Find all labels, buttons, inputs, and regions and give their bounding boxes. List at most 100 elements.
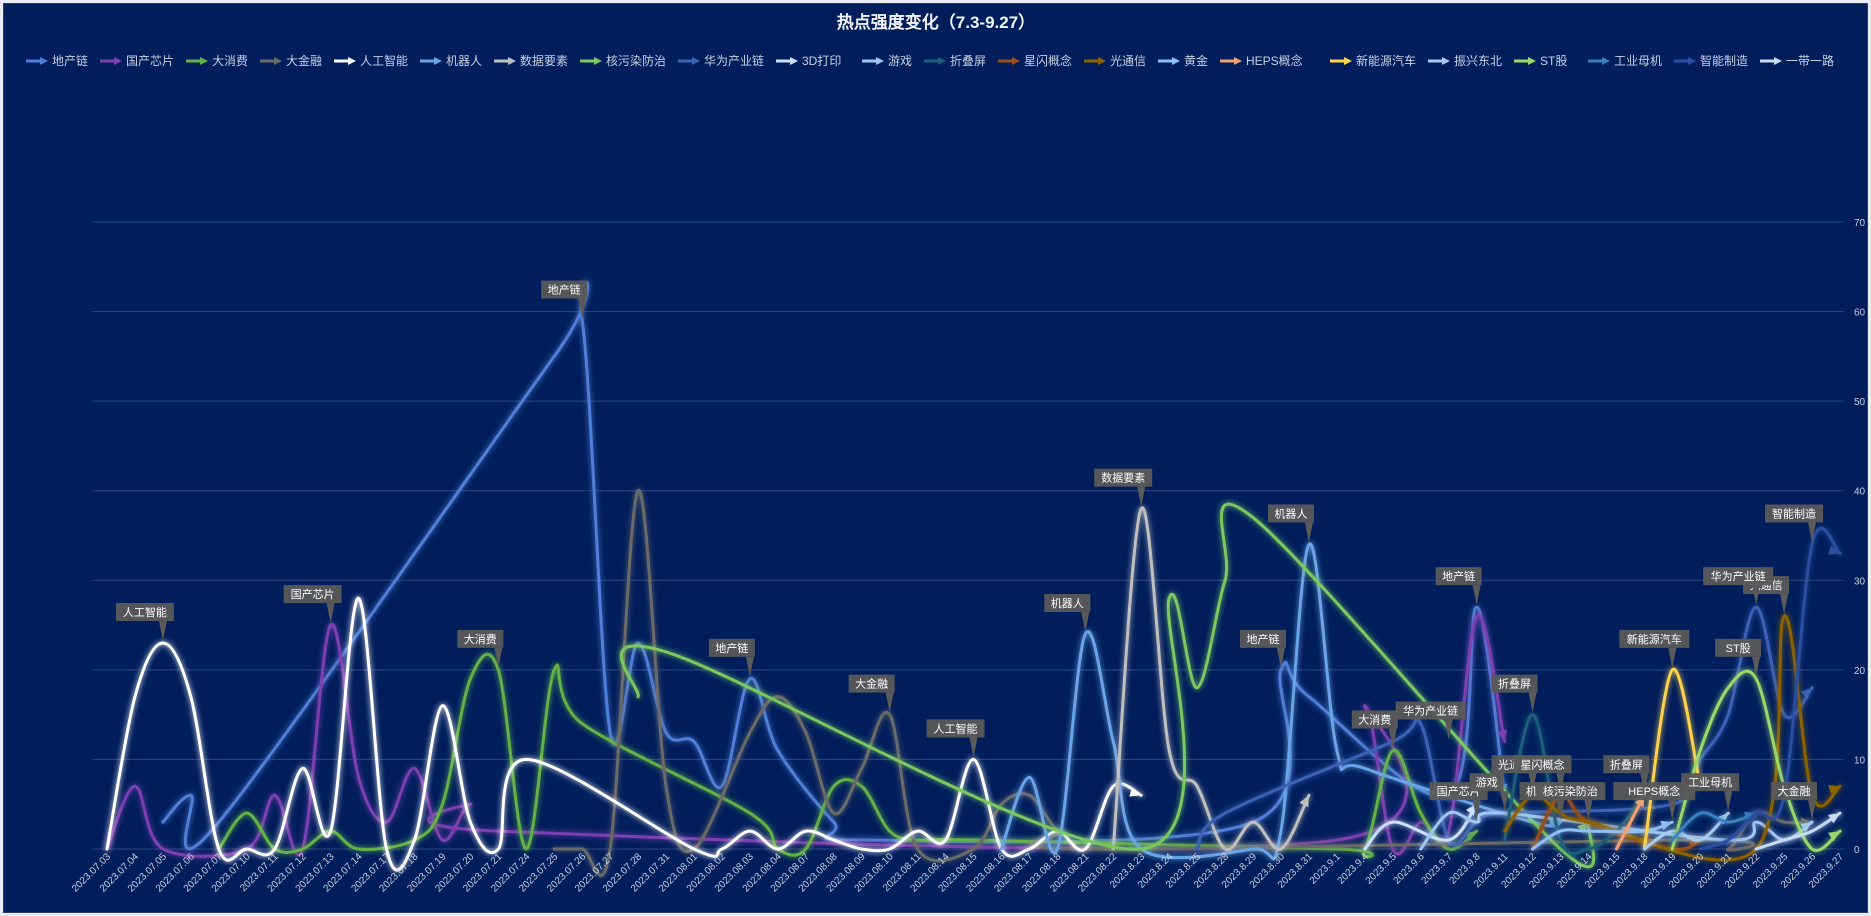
legend-item: 人工智能	[334, 53, 408, 68]
annotation: HEPS概念	[1613, 782, 1696, 821]
annotation-box	[1613, 782, 1696, 801]
annotation-box	[926, 719, 985, 738]
annotation-box	[1044, 594, 1091, 613]
annotation-pointer	[969, 737, 978, 758]
annotation-box	[1239, 629, 1286, 648]
annotation-label: 折叠屏	[1610, 757, 1643, 771]
legend-item: 游戏	[862, 54, 912, 68]
annotation-box	[1703, 567, 1774, 586]
annotation: 机器人	[1044, 594, 1091, 633]
annotation-box	[1715, 638, 1762, 657]
chart-title: 热点强度变化（7.3-9.27）	[837, 12, 1035, 32]
grid	[92, 221, 1844, 850]
legend-item: 星闪概念	[998, 53, 1072, 68]
legend-label: 大消费	[212, 54, 248, 68]
legend-arrow	[1442, 57, 1450, 65]
annotation-box	[115, 602, 174, 621]
legend-arrow	[1602, 57, 1610, 65]
annotation-box	[1765, 504, 1824, 523]
annotation-pointer	[494, 647, 503, 668]
annotation: 地产链	[1239, 629, 1286, 668]
annotation: 新能源汽车	[1619, 629, 1690, 668]
annotation-pointer	[1780, 594, 1789, 615]
annotation-label: 人工智能	[123, 605, 167, 619]
legend-item: 国产芯片	[100, 54, 174, 68]
annotation: 大金融	[848, 674, 895, 713]
legend-label: 星闪概念	[1024, 53, 1072, 68]
annotation: 华为产业链	[1703, 567, 1774, 606]
series-line	[1363, 802, 1479, 851]
annotation-pointer	[885, 692, 894, 713]
legend-arrow	[876, 57, 884, 65]
annotation-label: 工业母机	[1688, 775, 1732, 789]
annotation: 地产链	[1435, 567, 1482, 606]
legend-label: 工业母机	[1614, 54, 1662, 68]
series-arrow	[1129, 787, 1142, 797]
y-tick-label: 70	[1854, 218, 1866, 229]
series-arrow	[1497, 729, 1508, 742]
series-line	[1754, 811, 1842, 851]
annotation-pointer	[1808, 800, 1817, 821]
y-tick-label: 60	[1854, 308, 1866, 319]
legend-arrow	[1172, 57, 1180, 65]
annotation-pointer	[1752, 656, 1761, 677]
annotation-pointer	[1500, 791, 1509, 812]
series-line	[1670, 669, 1842, 852]
annotation: 数据要素	[1094, 468, 1153, 507]
annotation-label: 机器人	[1274, 506, 1307, 520]
legend-label: 3D打印	[802, 54, 841, 68]
series-ST股	[1670, 669, 1842, 852]
annotation: 折叠屏	[1491, 674, 1538, 713]
legend-label: 地产链	[52, 53, 88, 68]
annotation-label: 大金融	[855, 677, 888, 691]
legend-label: 黄金	[1184, 53, 1208, 68]
legend-item: 地产链	[26, 53, 88, 68]
legend-item: 新能源汽车	[1330, 53, 1416, 68]
annotation: 大消费	[1351, 710, 1398, 749]
annotation: 华为产业链	[1395, 701, 1466, 740]
legend-arrow	[1344, 57, 1352, 65]
annotation-label: 数据要素	[1101, 471, 1145, 485]
annotation-box	[1351, 710, 1398, 729]
series-line	[1419, 810, 1814, 851]
legend-label: 人工智能	[360, 53, 408, 68]
annotation-box	[283, 585, 342, 604]
legend-arrow	[938, 57, 946, 65]
annotation-pointer	[1276, 647, 1285, 668]
legend-arrow	[40, 57, 48, 65]
legend-item: 工业母机	[1588, 54, 1662, 68]
series-振兴东北	[1642, 811, 1730, 851]
series-国产芯片	[105, 613, 1508, 858]
annotation: 大金融	[1771, 782, 1818, 821]
series-arrow	[1827, 784, 1840, 795]
legend-item: 黄金	[1158, 53, 1208, 68]
y-tick-label: 30	[1854, 576, 1866, 587]
annotation: 游戏	[1469, 773, 1509, 812]
legend-item: 一带一路	[1760, 53, 1834, 68]
legend-item: 光通信	[1084, 54, 1146, 68]
legend-arrow	[594, 57, 602, 65]
annotation-pointer	[1556, 800, 1565, 821]
annotation-pointer	[1444, 719, 1453, 740]
series-line	[1642, 668, 1702, 851]
y-tick-label: 40	[1854, 487, 1866, 498]
annotation-pointer	[1388, 728, 1397, 749]
legend-arrow	[274, 57, 282, 65]
series-arrow	[1800, 687, 1813, 699]
legend-label: 数据要素	[520, 53, 568, 68]
legend-item: 智能制造	[1674, 53, 1748, 68]
annotation-box	[1469, 773, 1504, 792]
annotation-pointer	[1472, 800, 1481, 821]
legend-item: 3D打印	[776, 54, 841, 68]
annotation-label: ST股	[1726, 642, 1751, 655]
legend-label: 智能制造	[1700, 53, 1748, 68]
annotation-box	[1094, 468, 1153, 487]
legend-arrow	[692, 57, 700, 65]
annotation-box	[1435, 567, 1482, 586]
annotation-pointer	[745, 656, 754, 677]
legend-label: 国产芯片	[126, 54, 174, 68]
legend-arrow	[1688, 57, 1696, 65]
annotation-box	[1513, 755, 1572, 774]
annotation-box	[1395, 701, 1466, 720]
annotation-pointer	[1752, 585, 1761, 606]
